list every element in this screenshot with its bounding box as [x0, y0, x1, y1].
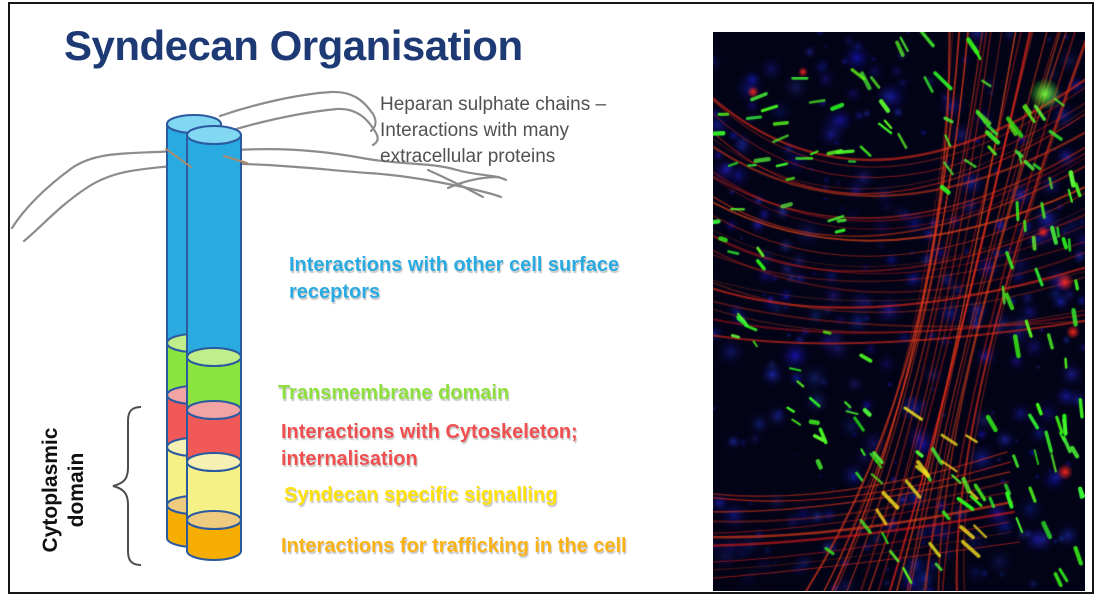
syndecan-diagram: [10, 90, 508, 566]
label-cytoplasmic-domain: Cytoplasmic domain: [39, 427, 88, 553]
syndecan-cylinder-front: [186, 125, 242, 561]
fluorescence-micrograph: [713, 32, 1085, 591]
label-heparan-chains: Heparan sulphate chains – Interactions w…: [380, 94, 607, 167]
chain-overlap-lines: [165, 148, 248, 168]
label-transmembrane-domain: Transmembrane domain: [278, 382, 510, 404]
page-title: Syndecan Organisation: [64, 22, 523, 69]
label-syndecan-signalling: Syndecan specific signalling: [284, 484, 558, 506]
fluorescence-micrograph-canvas: [713, 32, 1085, 591]
cytoplasmic-brace: [112, 406, 142, 566]
label-trafficking: Interactions for trafficking in the cell: [281, 535, 627, 557]
label-cell-surface-receptors: Interactions with other cell surface rec…: [289, 254, 620, 303]
heparan-chain-lines: [10, 90, 508, 243]
label-cytoskeleton-internalisation: Interactions with Cytoskeleton; internal…: [281, 421, 578, 470]
